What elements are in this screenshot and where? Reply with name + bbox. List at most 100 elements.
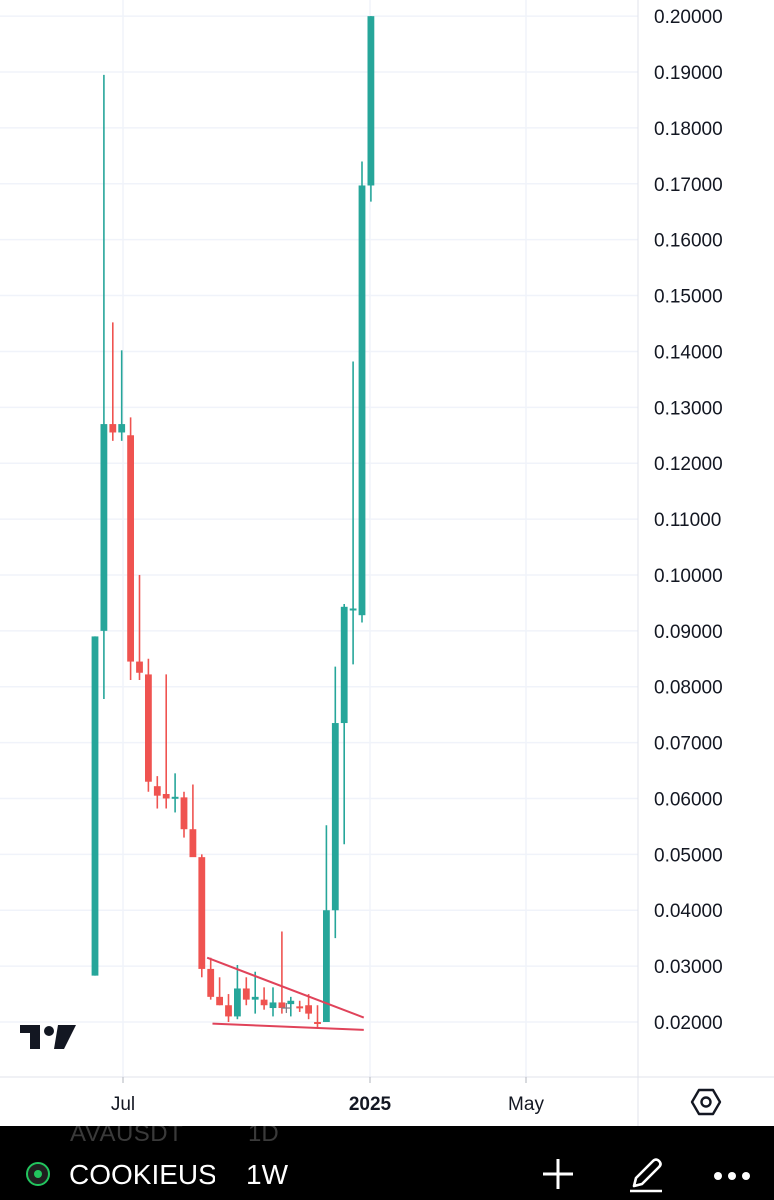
candle-body bbox=[287, 1000, 295, 1005]
cookie-coin-icon[interactable] bbox=[26, 1162, 50, 1186]
trendlines-layer bbox=[206, 956, 365, 1031]
candle-down bbox=[225, 994, 232, 1022]
candle-up bbox=[234, 965, 241, 1020]
interval-label[interactable]: 1W bbox=[246, 1159, 288, 1190]
candle-up bbox=[287, 996, 295, 1017]
y-tick-label: 0.19000 bbox=[654, 63, 723, 84]
candle-up bbox=[251, 971, 259, 1014]
candle-body bbox=[136, 661, 143, 673]
candle-body bbox=[358, 185, 366, 616]
bottom-toolbar: AVAUSDT 1D COOKIEUS 1W bbox=[0, 1126, 774, 1200]
candle-up bbox=[91, 636, 99, 976]
previous-symbol-label: AVAUSDT bbox=[70, 1126, 184, 1147]
y-tick-label: 0.15000 bbox=[654, 287, 723, 308]
candle-up bbox=[367, 16, 375, 202]
candle-body bbox=[234, 988, 241, 1017]
candle-down bbox=[136, 574, 143, 681]
candle-down bbox=[109, 322, 117, 441]
y-tick-label: 0.12000 bbox=[654, 454, 723, 475]
candle-down bbox=[260, 987, 268, 1010]
y-tick-label: 0.04000 bbox=[654, 901, 723, 922]
candle-body bbox=[91, 636, 99, 976]
candle-body bbox=[198, 857, 206, 969]
candle-up bbox=[323, 825, 330, 1022]
candle-down bbox=[314, 1005, 321, 1028]
candle-body bbox=[207, 968, 215, 997]
y-tick-label: 0.06000 bbox=[654, 789, 723, 810]
candle-body bbox=[171, 796, 179, 799]
y-tick-label: 0.17000 bbox=[654, 175, 723, 196]
candle-up bbox=[340, 604, 348, 845]
candle-body bbox=[153, 786, 161, 796]
y-tick-label: 0.07000 bbox=[654, 734, 723, 755]
candle-body bbox=[180, 797, 188, 830]
y-tick-label: 0.02000 bbox=[654, 1013, 723, 1034]
x-tick-label: May bbox=[508, 1094, 544, 1115]
candle-body bbox=[145, 674, 152, 782]
x-tick-label: 2025 bbox=[349, 1094, 392, 1115]
time-axis: Jul 2025 May bbox=[111, 1077, 544, 1115]
candle-body bbox=[109, 424, 117, 433]
candle-body bbox=[242, 988, 250, 1000]
y-tick-label: 0.13000 bbox=[654, 398, 723, 419]
candle-down bbox=[296, 1000, 304, 1012]
plus-icon[interactable] bbox=[538, 1154, 578, 1194]
candle-body bbox=[118, 424, 126, 433]
candle-up bbox=[171, 773, 179, 813]
hexagon-settings-icon[interactable] bbox=[690, 1086, 722, 1118]
candle-body bbox=[189, 829, 197, 858]
candle-body bbox=[260, 999, 268, 1006]
candle-down bbox=[162, 674, 170, 809]
y-tick-label: 0.09000 bbox=[654, 622, 723, 643]
x-tick-label: Jul bbox=[111, 1094, 135, 1115]
candles-layer bbox=[91, 16, 375, 1028]
candle-down bbox=[189, 784, 197, 858]
y-tick-label: 0.20000 bbox=[654, 7, 723, 28]
pencil-icon[interactable] bbox=[626, 1154, 666, 1194]
candle-down bbox=[198, 854, 206, 978]
candle-body bbox=[349, 608, 357, 611]
candle-body bbox=[251, 996, 259, 1000]
candle-body bbox=[269, 1002, 277, 1009]
candle-up bbox=[118, 350, 126, 441]
trendline bbox=[212, 1022, 364, 1031]
candle-down bbox=[153, 776, 161, 809]
more-dots-icon[interactable] bbox=[710, 1154, 754, 1194]
candle-down bbox=[278, 931, 286, 1014]
y-tick-label: 0.18000 bbox=[654, 119, 723, 140]
candle-down bbox=[216, 977, 223, 1006]
candle-down bbox=[180, 791, 188, 838]
candle-body bbox=[162, 794, 170, 799]
y-tick-label: 0.05000 bbox=[654, 845, 723, 866]
y-tick-label: 0.03000 bbox=[654, 957, 723, 978]
price-axis: 0.20000 0.19000 0.18000 0.17000 0.16000 0.150… bbox=[654, 7, 723, 1034]
candle-up bbox=[349, 361, 357, 665]
candle-body bbox=[323, 910, 330, 1022]
candle-down bbox=[242, 977, 250, 1006]
candle-down bbox=[305, 994, 312, 1020]
candle-down bbox=[145, 658, 152, 792]
trendline bbox=[206, 956, 365, 1019]
candle-body bbox=[216, 996, 223, 1006]
y-tick-label: 0.08000 bbox=[654, 678, 723, 699]
symbol-label[interactable]: COOKIEUS bbox=[69, 1159, 215, 1190]
candle-up bbox=[331, 666, 339, 939]
candle-body bbox=[340, 606, 348, 724]
candle-body bbox=[278, 1002, 286, 1009]
y-tick-label: 0.16000 bbox=[654, 231, 723, 252]
candle-body bbox=[367, 16, 375, 186]
candle-body bbox=[305, 1005, 312, 1014]
candle-down bbox=[127, 417, 134, 681]
candle-body bbox=[314, 1022, 321, 1024]
candle-body bbox=[225, 1005, 232, 1017]
candle-body bbox=[331, 723, 339, 911]
y-tick-label: 0.11000 bbox=[654, 510, 721, 531]
y-tick-label: 0.10000 bbox=[654, 566, 723, 587]
candle-up bbox=[269, 987, 277, 1017]
y-tick-label: 0.14000 bbox=[654, 342, 723, 363]
previous-interval-label: 1D bbox=[248, 1126, 279, 1147]
price-chart[interactable]: 0.20000 0.19000 0.18000 0.17000 0.16000 0.150… bbox=[0, 0, 774, 1126]
candle-body bbox=[127, 435, 134, 662]
candle-body bbox=[100, 424, 108, 631]
candle-body bbox=[296, 1006, 304, 1009]
